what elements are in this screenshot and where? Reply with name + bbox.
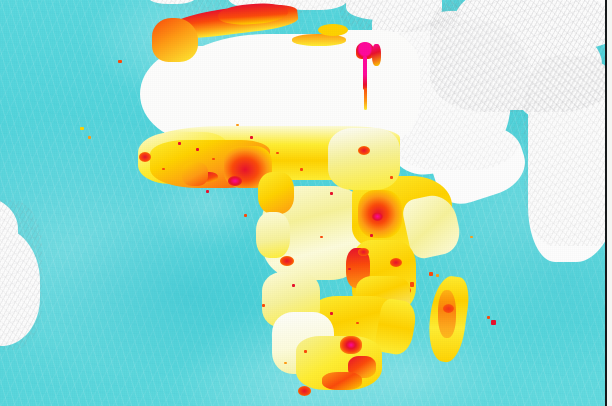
settlement-speck [162, 168, 165, 170]
terrain-hillshade-turkey [340, 0, 460, 32]
land-iberia [146, 0, 198, 4]
terrain-hillshade-asia [430, 0, 612, 112]
hotspot-morocco-atlantic [152, 18, 198, 62]
hotspot-gauteng [340, 336, 362, 354]
hotspot-cape-town [298, 386, 311, 396]
terrain-hillshade-south-asia [524, 56, 612, 246]
hotspot-lagos [228, 176, 242, 186]
region-gabon-congo-coast [256, 212, 290, 258]
island-reunion [487, 316, 490, 319]
settlement-speck [356, 322, 359, 324]
island-zanzibar [410, 282, 414, 287]
right-border-rule [605, 0, 607, 406]
settlement-speck [284, 362, 287, 364]
settlement-speck [370, 234, 373, 237]
settlement-speck [250, 136, 253, 139]
island-cape-verde [80, 127, 84, 130]
hotspot-nile-delta [356, 42, 374, 59]
settlement-speck [196, 148, 199, 151]
region-cameroon [258, 172, 294, 214]
island-comoros-2 [436, 274, 439, 277]
settlement-speck [178, 142, 181, 145]
island-comoros [429, 272, 433, 276]
settlement-speck [348, 268, 351, 270]
hotspot-eastern-cape [322, 372, 362, 390]
hotspot-cote-divoire [182, 162, 208, 186]
hotspot-nairobi [390, 258, 402, 267]
hotspot-senegal-dakar [139, 152, 151, 162]
settlement-speck [390, 176, 393, 179]
island-cape-verde-2 [88, 136, 91, 139]
settlement-speck [292, 284, 295, 287]
hotspot-nile-upper [364, 88, 367, 110]
island-sao-tome [244, 214, 247, 217]
hotspot-nile-valley [363, 56, 367, 90]
settlement-speck [330, 192, 333, 195]
settlement-speck [236, 124, 239, 126]
settlement-speck [206, 190, 209, 193]
hotspot-tripoli-coast [292, 34, 346, 46]
terrain-hillshade-south-america [0, 200, 42, 350]
island-seychelles [470, 236, 473, 238]
hotspot-benghazi [318, 24, 348, 36]
region-sudan [328, 128, 400, 190]
island-canary [118, 60, 122, 63]
land-pakistan [516, 36, 602, 120]
hotspot-madagascar-highlands [438, 290, 456, 338]
hotspot-ghana-accra [200, 172, 218, 182]
island-mauritius [491, 320, 496, 325]
hotspot-kampala [358, 248, 369, 256]
settlement-speck [320, 236, 323, 238]
hotspot-suez-corridor [372, 44, 381, 66]
hotspot-khartoum [358, 146, 370, 155]
settlement-speck [276, 152, 279, 154]
settlement-speck [330, 312, 333, 315]
settlement-speck [262, 304, 265, 307]
hotspot-addis-ababa [372, 212, 383, 221]
hotspot-kinshasa [280, 256, 294, 266]
land-italy-balkans [276, 0, 348, 10]
settlement-speck [300, 168, 303, 171]
right-margin-pad [607, 0, 612, 406]
settlement-speck [304, 350, 307, 353]
settlement-speck [212, 158, 215, 160]
